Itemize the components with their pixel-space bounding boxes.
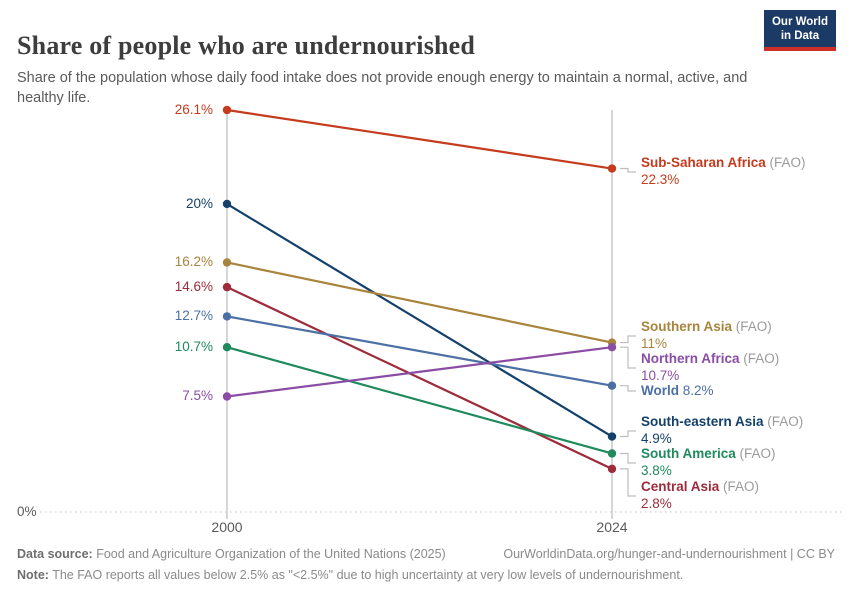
attribution-link[interactable]: OurWorldinData.org/hunger-and-undernouri… <box>503 547 835 561</box>
entity-name-northern-africa: Northern Africa <box>641 351 740 366</box>
end-value-central-asia: 2.8% <box>641 495 672 511</box>
series-point-start-central-asia[interactable] <box>222 282 232 292</box>
entity-name-world: World <box>641 383 679 398</box>
series-point-start-south-america[interactable] <box>222 342 232 352</box>
end-label-southern-asia[interactable]: Southern Asia (FAO) 11% <box>641 319 846 352</box>
label-connector-south-america <box>620 452 636 464</box>
label-connector-sub-saharan-africa <box>620 167 636 173</box>
end-label-central-asia[interactable]: Central Asia (FAO) 2.8% <box>641 479 846 512</box>
series-point-start-south-eastern-asia[interactable] <box>222 199 232 209</box>
datasource-text: Data source: Food and Agriculture Organi… <box>17 544 446 565</box>
note-label: Note: <box>17 568 49 582</box>
entity-name-central-asia: Central Asia <box>641 479 720 494</box>
series-point-start-northern-africa[interactable] <box>222 392 232 401</box>
end-value-sub-saharan-africa: 22.3% <box>641 171 680 187</box>
footer-row-note: Note: The FAO reports all values below 2… <box>17 565 835 586</box>
series-line-world[interactable] <box>226 315 613 387</box>
entity-qualifier-central-asia: (FAO) <box>719 479 760 494</box>
series-point-start-world[interactable] <box>222 312 232 321</box>
entity-name-sub-saharan-africa: Sub-Saharan Africa <box>641 155 766 170</box>
series-line-south-eastern-asia[interactable] <box>226 203 613 438</box>
entity-qualifier-southern-asia: (FAO) <box>732 319 772 334</box>
end-value-south-america: 3.8% <box>641 462 672 478</box>
datasource-label: Data source: <box>17 547 93 561</box>
end-label-northern-africa[interactable]: Northern Africa (FAO) 10.7% <box>641 351 846 384</box>
series-point-end-northern-africa[interactable] <box>607 342 617 352</box>
label-connector-southern-asia <box>620 335 636 344</box>
series-point-start-sub-saharan-africa[interactable] <box>222 105 232 115</box>
label-connector-central-asia <box>620 468 636 497</box>
end-value-northern-africa: 10.7% <box>641 367 680 383</box>
series-line-south-america[interactable] <box>226 346 613 455</box>
series-line-sub-saharan-africa[interactable] <box>226 108 613 170</box>
label-connector-south-eastern-asia <box>620 430 636 438</box>
note-value: The FAO reports all values below 2.5% as… <box>48 568 684 582</box>
series-line-central-asia[interactable] <box>226 286 613 470</box>
end-label-south-eastern-asia[interactable]: South-eastern Asia (FAO) 4.9% <box>641 414 846 447</box>
end-value-southern-asia: 11% <box>641 335 668 351</box>
series-line-southern-asia[interactable] <box>226 261 613 344</box>
series-point-start-southern-asia[interactable] <box>222 258 232 267</box>
label-connector-northern-africa <box>620 346 636 369</box>
series-layer <box>222 105 617 474</box>
chart-subtitle: Share of the population whose daily food… <box>17 69 748 106</box>
page-title: Share of people who are undernourished <box>17 31 476 61</box>
entity-qualifier-northern-africa: (FAO) <box>739 351 780 366</box>
end-label-south-america[interactable]: South America (FAO) 3.8% <box>641 446 846 479</box>
series-point-end-sub-saharan-africa[interactable] <box>607 164 617 173</box>
end-value-south-eastern-asia: 4.9% <box>641 430 672 446</box>
footer-row-datasource: Data source: Food and Agriculture Organi… <box>17 544 835 565</box>
series-line-northern-africa[interactable] <box>226 346 613 398</box>
series-point-end-south-eastern-asia[interactable] <box>607 432 617 441</box>
label-connectors <box>620 167 636 497</box>
label-connector-world <box>620 385 636 392</box>
end-label-sub-saharan-africa[interactable]: Sub-Saharan Africa (FAO) 22.3% <box>641 155 846 188</box>
series-point-end-world[interactable] <box>607 381 617 390</box>
owid-logo: Our World in Data <box>763 10 836 51</box>
entity-name-south-eastern-asia: South-eastern Asia <box>641 414 764 429</box>
entity-name-southern-asia: Southern Asia <box>641 319 733 334</box>
entity-qualifier-sub-saharan-africa: (FAO) <box>765 155 806 170</box>
end-value-world: 8.2% <box>679 383 714 398</box>
chart-footer: Data source: Food and Agriculture Organi… <box>17 544 835 586</box>
entity-name-south-america: South America <box>641 446 736 461</box>
series-point-end-south-america[interactable] <box>607 449 617 458</box>
datasource-value: Food and Agriculture Organization of the… <box>92 547 446 561</box>
series-point-end-central-asia[interactable] <box>607 464 617 474</box>
owid-logo-line1: Our World <box>771 16 828 28</box>
end-label-world[interactable]: World 8.2% <box>641 383 846 400</box>
entity-qualifier-south-eastern-asia: (FAO) <box>763 414 804 429</box>
entity-qualifier-south-america: (FAO) <box>735 446 776 461</box>
owid-logo-line2: in Data <box>780 30 820 42</box>
